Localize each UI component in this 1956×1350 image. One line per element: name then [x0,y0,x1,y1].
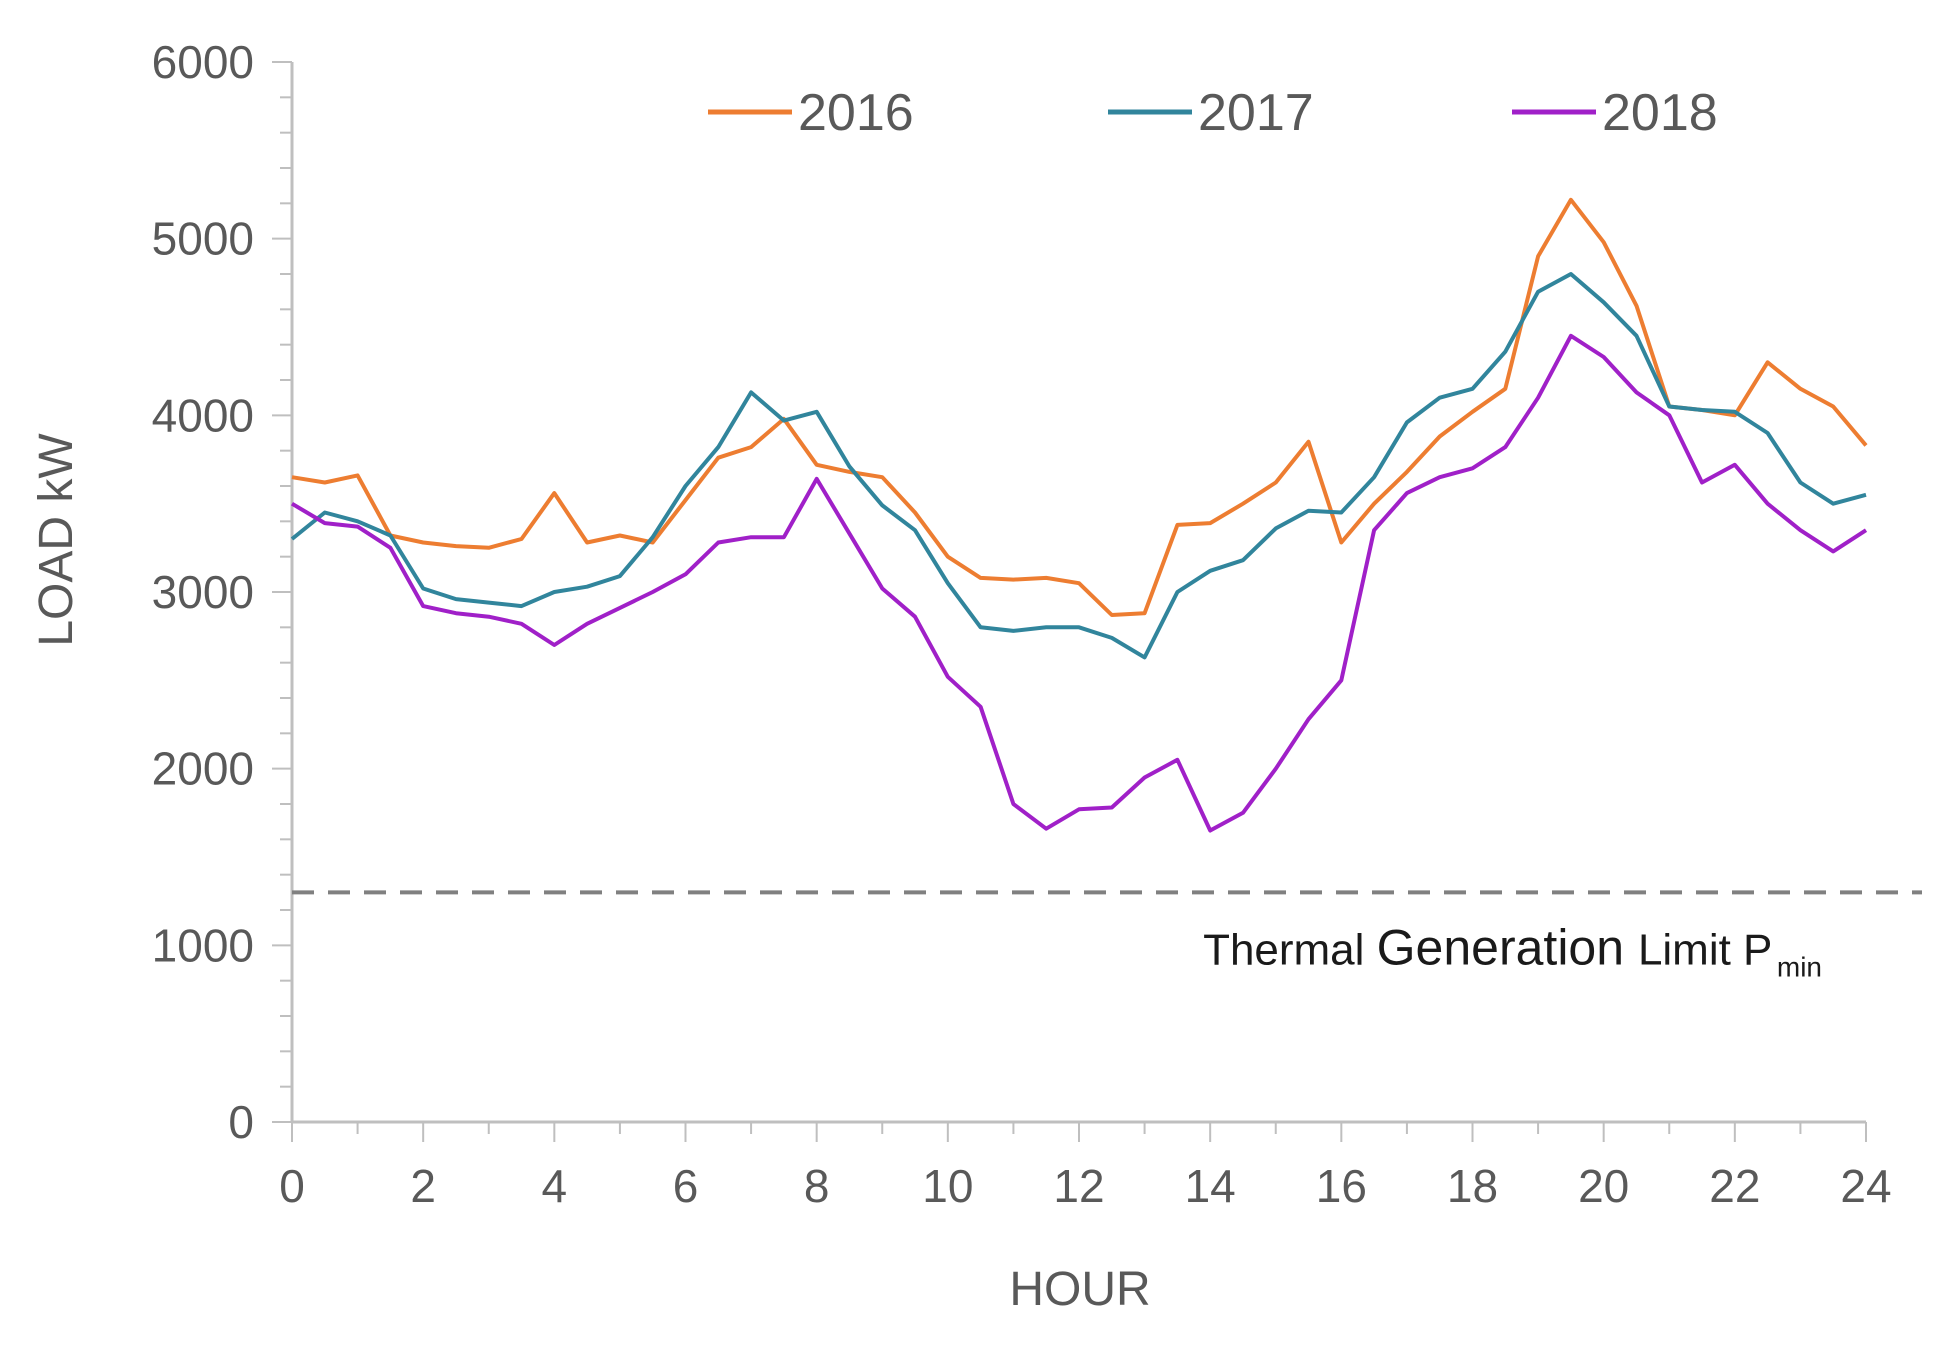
x-tick-label: 10 [922,1160,973,1212]
x-tick-label: 4 [542,1160,568,1212]
y-tick-label: 6000 [152,36,254,88]
x-tick-label: 14 [1185,1160,1236,1212]
y-tick-label: 3000 [152,566,254,618]
y-tick-label: 2000 [152,743,254,795]
thermal-limit-word-1: Thermal [1203,925,1377,974]
x-tick-label: 20 [1578,1160,1629,1212]
x-tick-label: 8 [804,1160,830,1212]
thermal-limit-reference: Thermal Generation Limit P min [292,890,1922,982]
y-axis: 0 1000 2000 3000 4000 5000 6000 [152,36,294,1148]
legend-label-2016: 2016 [798,84,914,142]
x-tick-label: 2 [410,1160,436,1212]
x-tick-label: 22 [1709,1160,1760,1212]
series-line-2017 [290,272,1867,660]
series-group [290,197,1868,833]
x-tick-label: 6 [673,1160,699,1212]
y-tick-label: 0 [228,1096,254,1148]
y-tick-label: 5000 [152,213,254,265]
thermal-limit-word-2: Generation [1377,919,1638,975]
x-tick-label: 12 [1053,1160,1104,1212]
y-axis-title: LOAD kW [30,433,83,647]
series-line-2018 [290,333,1868,833]
x-axis-title: HOUR [1009,1263,1150,1316]
y-tick-label: 4000 [152,389,254,441]
thermal-limit-subscript: min [1777,951,1822,982]
x-tick-label: 16 [1316,1160,1367,1212]
y-tick-label: 1000 [152,919,254,971]
legend-label-2017: 2017 [1198,84,1314,142]
thermal-limit-word-3: Limit P [1638,925,1772,974]
legend: 2016 2017 2018 [708,84,1718,142]
x-axis: 0 2 4 6 8 10 12 14 16 18 20 22 24 [279,1120,1892,1212]
x-tick-label: 0 [279,1160,305,1212]
thermal-limit-label: Thermal Generation Limit P min [1203,919,1822,982]
x-tick-label: 24 [1840,1160,1891,1212]
legend-label-2018: 2018 [1602,84,1718,142]
series-line-2016 [291,197,1868,617]
x-tick-label: 18 [1447,1160,1498,1212]
